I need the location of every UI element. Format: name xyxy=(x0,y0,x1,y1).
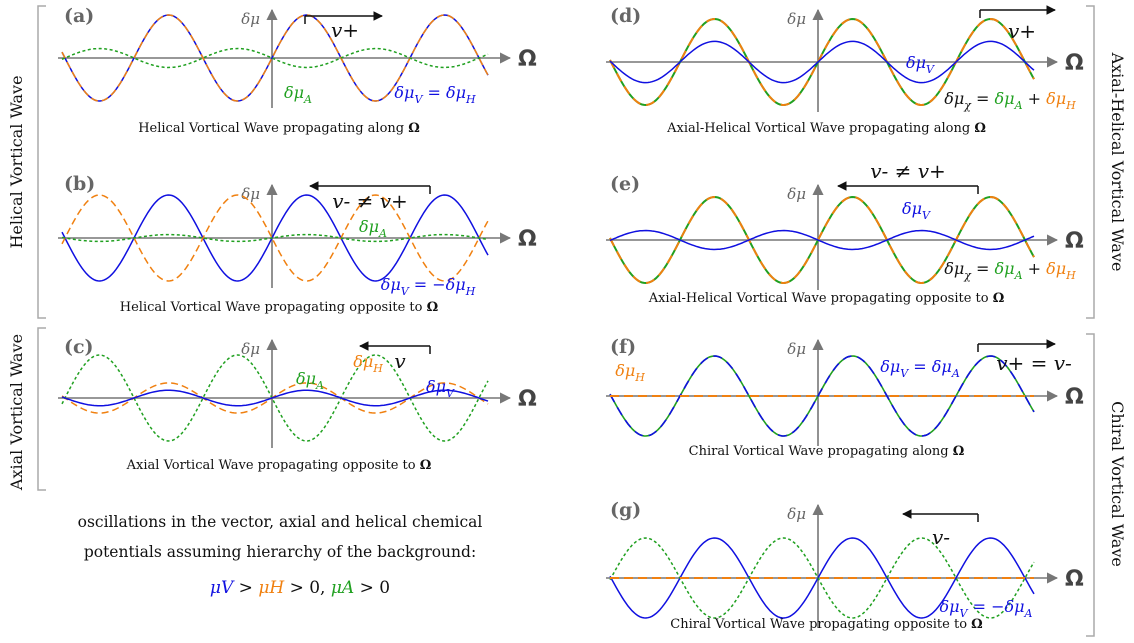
dmu-axis-label: δμ xyxy=(787,340,806,358)
panel-e: δμ Ω (e) v- ≠ v+ δμV​ δμχ​ = δμA​ + δμH​ Axial… xyxy=(606,159,1084,306)
panel-b: δμ Ω (b) v- ≠ v+ δμA​ δμV​ = −δμH​ Helical Vor… xyxy=(58,173,537,315)
bracket-helical xyxy=(37,5,46,319)
velocity-label: v xyxy=(394,349,406,373)
omega-label: Ω xyxy=(1065,567,1084,592)
chi-label: δμχ​ = δμA​ + δμH​ xyxy=(944,89,1076,112)
panel-caption: Axial-Helical Vortical Wave propagating … xyxy=(648,291,1005,306)
series-H-wave xyxy=(61,194,489,282)
mu-a: μA xyxy=(330,578,355,598)
panel-caption: Helical Vortical Wave propagating opposi… xyxy=(120,300,438,315)
hierarchy-note-line1: oscillations in the vector, axial and he… xyxy=(77,513,483,531)
gt-1: > xyxy=(233,578,259,598)
panel-caption: Chiral Vortical Wave propagating along Ω xyxy=(689,444,965,459)
dmu-axis-label: δμ xyxy=(241,340,260,358)
mu-label-H: δμH​ xyxy=(615,361,645,384)
panel-label: (d) xyxy=(610,5,641,27)
panel-caption: Chiral Vortical Wave propagating opposit… xyxy=(670,617,982,632)
mu-label-V: δμV​ = −δμH​ xyxy=(381,275,476,298)
velocity-label: v+ xyxy=(1008,19,1036,43)
omega-label: Ω xyxy=(518,47,537,72)
mu-label-V: δμV​ = δμA​ xyxy=(880,357,960,380)
series-V-wave xyxy=(609,229,1035,251)
panel-a: δμ Ω (a) v+ δμA​ δμV​ = δμH​ Helical Vortical … xyxy=(58,5,537,136)
series-H-wave xyxy=(609,195,1035,285)
omega-label: Ω xyxy=(1065,385,1084,410)
mu-label-V: δμV​ = −δμA​ xyxy=(940,597,1033,620)
omega-label: Ω xyxy=(1065,229,1084,254)
panel-g: δμ Ω (g) v-δμV​ = −δμA​Chiral Vortical Wave… xyxy=(606,499,1084,632)
side-label-chiral: Chiral Vortical Wave xyxy=(1108,401,1127,567)
series-V-wave xyxy=(609,537,1035,619)
velocity-label: v+ = v- xyxy=(996,351,1072,375)
mu-label-A: δμA​ xyxy=(359,217,387,240)
series-V-wave xyxy=(61,389,489,407)
dmu-axis-label: δμ xyxy=(241,10,260,28)
omega-label: Ω xyxy=(518,227,537,252)
velocity-label: v- ≠ v+ xyxy=(332,189,408,213)
panel-c: δμ Ω (c) v δμA​ δμH​ δμV​ Axial Vortical Wave p… xyxy=(58,336,537,473)
panel-f: δμ Ω (f) v+ = v-δμH​ δμV​ = δμA​ Chiral Vorti… xyxy=(606,336,1084,459)
mu-v: μV xyxy=(209,578,234,598)
panel-label: (f) xyxy=(610,336,636,358)
panel-caption: Helical Vortical Wave propagating along … xyxy=(138,121,420,136)
mu-label-V: δμV​ xyxy=(426,377,455,400)
series-H-wave xyxy=(61,14,489,102)
bracket-chiral xyxy=(1086,333,1095,637)
hierarchy-note-line2: potentials assuming hierarchy of the bac… xyxy=(83,543,477,561)
dmu-axis-label: δμ xyxy=(787,185,806,203)
bracket-axial-helical xyxy=(1086,5,1095,319)
velocity-label: v+ xyxy=(331,18,359,42)
panel-label: (a) xyxy=(64,5,94,27)
panel-label: (g) xyxy=(610,499,641,521)
bracket-axial xyxy=(37,327,46,491)
side-label-helical: Helical Vortical Wave xyxy=(7,75,26,248)
side-label-axial: Axial Vortical Wave xyxy=(7,334,26,491)
hierarchy-inequality: μV > μH > 0, μA > 0 xyxy=(0,578,600,598)
panel-label: (b) xyxy=(64,173,95,195)
mu-label-A: δμA​ xyxy=(284,83,312,106)
chi-label: δμχ​ = δμA​ + δμH​ xyxy=(944,259,1076,282)
mu-label-V: δμV​ xyxy=(906,53,935,76)
dmu-axis-label: δμ xyxy=(787,505,806,523)
panel-caption: Axial Vortical Wave propagating opposite… xyxy=(126,458,432,473)
series-V-wave xyxy=(61,194,489,282)
dmu-axis-label: δμ xyxy=(787,10,806,28)
omega-label: Ω xyxy=(1065,51,1084,76)
series-A-wave xyxy=(61,47,489,69)
mu-label-V: δμV​ xyxy=(902,199,931,222)
panel-caption: Axial-Helical Vortical Wave propagating … xyxy=(666,121,986,136)
series-V-wave xyxy=(609,40,1035,84)
mu-label-H: δμH​ xyxy=(353,352,383,375)
panel-label: (e) xyxy=(610,173,640,195)
velocity-label: v- xyxy=(932,525,950,549)
mu-label-V: δμV​ = δμH​ xyxy=(394,83,476,106)
series-V-wave xyxy=(609,355,1035,437)
gt-0: > 0, xyxy=(284,578,331,598)
series-A-wave xyxy=(609,537,1035,619)
series-H-wave xyxy=(609,17,1035,107)
panel-d: δμ Ω (d) v+ δμV​ δμχ​ = δμA​ + δμH​ Axial-Heli… xyxy=(606,5,1084,136)
velocity-label: v- ≠ v+ xyxy=(870,159,946,183)
omega-label: Ω xyxy=(518,387,537,412)
mu-h: μH xyxy=(258,578,285,598)
side-label-axial-helical: Axial-Helical Vortical Wave xyxy=(1108,52,1127,272)
dmu-axis-label: δμ xyxy=(241,185,260,203)
panel-label: (c) xyxy=(64,336,94,358)
mu-label-A: δμA​ xyxy=(296,369,324,392)
gt-0b: > 0 xyxy=(354,578,391,598)
